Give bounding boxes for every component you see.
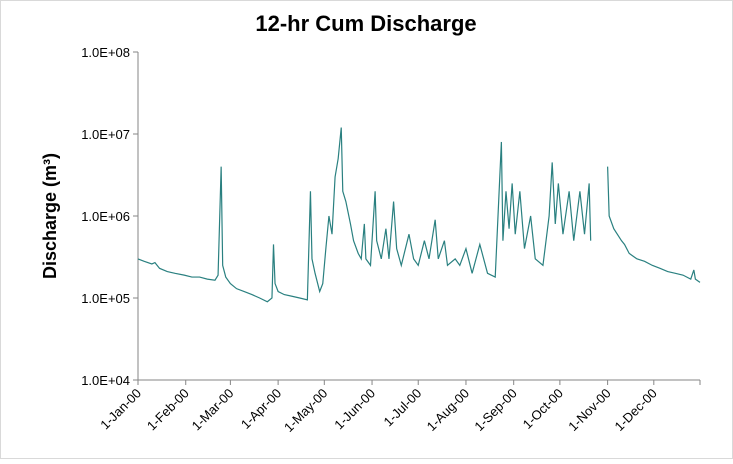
y-tick-label: 1.0E+08 (81, 45, 130, 60)
y-tick-label: 1.0E+04 (81, 373, 130, 388)
y-tick-label: 1.0E+07 (81, 127, 130, 142)
data-line (137, 127, 701, 303)
chart-title: 12-hr Cum Discharge (255, 11, 476, 36)
y-tick-label: 1.0E+05 (81, 291, 130, 306)
y-tick-label: 1.0E+06 (81, 209, 130, 224)
y-axis-label: Discharge (m³) (40, 153, 60, 279)
